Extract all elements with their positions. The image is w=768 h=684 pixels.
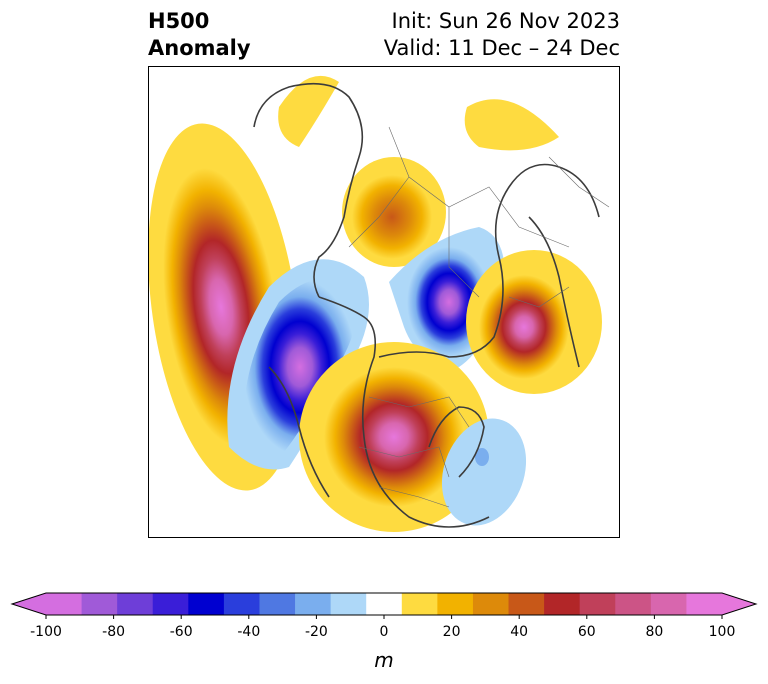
colorbar-tick-label: 0: [379, 624, 389, 640]
colorbar-segment: [188, 593, 225, 615]
colorbar-segment: [46, 593, 83, 615]
colorbar-segment: [579, 593, 616, 615]
colorbar-segment: [437, 593, 474, 615]
anomaly-north-pacific-trough: [227, 259, 369, 470]
colorbar-segment: [472, 593, 510, 615]
anomaly-siberia-ridge: [342, 157, 446, 267]
colorbar-segment: [650, 593, 687, 615]
valid-range: Valid: 11 Dec – 24 Dec: [383, 36, 620, 60]
colorbar-unit-label: m: [374, 648, 394, 672]
colorbar-segment: [508, 593, 545, 615]
colorbar-segment: [330, 593, 367, 615]
colorbar-tick-label: -20: [304, 624, 328, 640]
anomaly-atlantic-trough: [441, 418, 527, 526]
anomaly-arctic-ridge: [278, 75, 339, 147]
borders: [348, 126, 610, 508]
colorbar-segment: [686, 593, 723, 615]
anomaly-map: [148, 66, 620, 538]
colorbar-segment: [81, 593, 118, 615]
title-type: Anomaly: [148, 36, 251, 60]
anomaly-europe-ridge: [466, 250, 602, 394]
title-block-right: Init: Sun 26 Nov 2023 Valid: 11 Dec – 24…: [384, 8, 620, 62]
anomaly-map-svg: [149, 75, 610, 532]
colorbar-tick-label: 40: [510, 624, 529, 640]
colorbar: [10, 592, 758, 619]
colorbar-segment: [295, 593, 332, 615]
colorbar-segment: [223, 593, 260, 615]
title-block-left: H500 Anomaly: [148, 8, 251, 62]
anomaly-siberia-ridge-north: [464, 99, 559, 151]
colorbar-segment: [401, 593, 438, 615]
colorbar-tick-label: 20: [442, 624, 461, 640]
colorbar-segment: [152, 593, 189, 615]
colorbar-segment: [366, 593, 403, 615]
colorbar-tick-label: 100: [708, 624, 736, 640]
colorbar-segment: [117, 593, 154, 615]
colorbar-segment: [615, 593, 652, 615]
colorbar-tick-label: -60: [169, 624, 193, 640]
colorbar-segment: [259, 593, 296, 615]
init-date: Init: Sun 26 Nov 2023: [391, 9, 620, 33]
colorbar-extend-min: [12, 593, 46, 615]
colorbar-extend-max: [722, 593, 756, 615]
title-variable: H500: [148, 9, 210, 33]
colorbar-tick-label: -40: [237, 624, 261, 640]
colorbar-tick-label: -100: [30, 624, 62, 640]
colorbar-tick-label: 60: [577, 624, 596, 640]
colorbar-tick-label: -80: [102, 624, 126, 640]
colorbar-tick-label: 80: [645, 624, 664, 640]
colorbar-segment: [544, 593, 581, 615]
